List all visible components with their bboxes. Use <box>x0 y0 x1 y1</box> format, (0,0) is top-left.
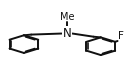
Text: F: F <box>118 31 124 41</box>
Text: N: N <box>63 27 71 40</box>
Text: Me: Me <box>60 12 74 22</box>
